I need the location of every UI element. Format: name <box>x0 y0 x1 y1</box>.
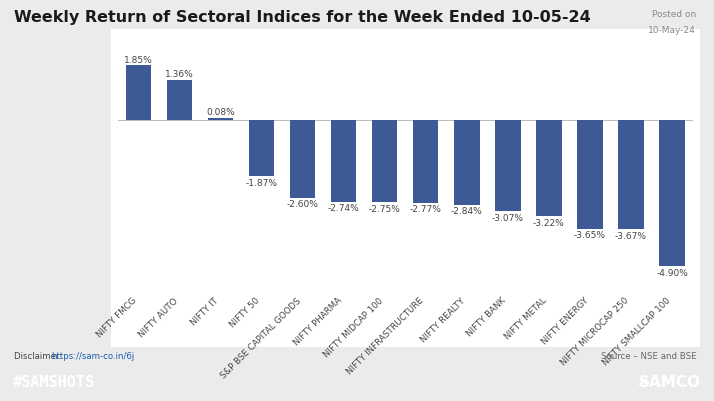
Text: 10-May-24: 10-May-24 <box>648 26 696 35</box>
Bar <box>659 121 685 266</box>
Bar <box>372 121 398 203</box>
Text: -2.74%: -2.74% <box>328 204 359 213</box>
Text: 1.36%: 1.36% <box>165 70 193 79</box>
Bar <box>495 121 521 212</box>
Text: SAMCO: SAMCO <box>639 375 701 389</box>
Bar <box>290 121 316 198</box>
Text: 1.85%: 1.85% <box>124 56 153 65</box>
Text: Disclaimer:: Disclaimer: <box>14 351 65 360</box>
Text: -3.65%: -3.65% <box>574 231 606 240</box>
Text: https://sam-co.in/6j: https://sam-co.in/6j <box>51 351 135 360</box>
Bar <box>618 121 644 230</box>
Text: Posted on: Posted on <box>652 10 696 19</box>
Text: -3.67%: -3.67% <box>615 231 647 241</box>
Text: -3.07%: -3.07% <box>492 214 524 223</box>
Bar <box>413 121 438 203</box>
Text: Source – NSE and BSE: Source – NSE and BSE <box>600 351 696 360</box>
Bar <box>248 121 274 176</box>
Text: -4.90%: -4.90% <box>656 268 688 277</box>
Text: -3.22%: -3.22% <box>533 218 565 227</box>
Bar <box>208 119 233 121</box>
Text: Weekly Return of Sectoral Indices for the Week Ended 10-05-24: Weekly Return of Sectoral Indices for th… <box>14 10 591 25</box>
Text: #SAMSHOTS: #SAMSHOTS <box>13 375 95 389</box>
Bar <box>454 121 480 205</box>
Bar <box>331 121 356 202</box>
Text: -2.75%: -2.75% <box>368 204 401 213</box>
Bar <box>126 66 151 121</box>
Text: -2.60%: -2.60% <box>286 200 318 209</box>
Text: -2.77%: -2.77% <box>410 205 442 214</box>
Bar <box>166 81 192 121</box>
Bar <box>536 121 562 217</box>
Text: 0.08%: 0.08% <box>206 108 235 117</box>
Text: -2.84%: -2.84% <box>451 207 483 216</box>
Text: -1.87%: -1.87% <box>246 178 278 187</box>
Text: ✕: ✕ <box>637 375 648 389</box>
Bar <box>577 121 603 229</box>
